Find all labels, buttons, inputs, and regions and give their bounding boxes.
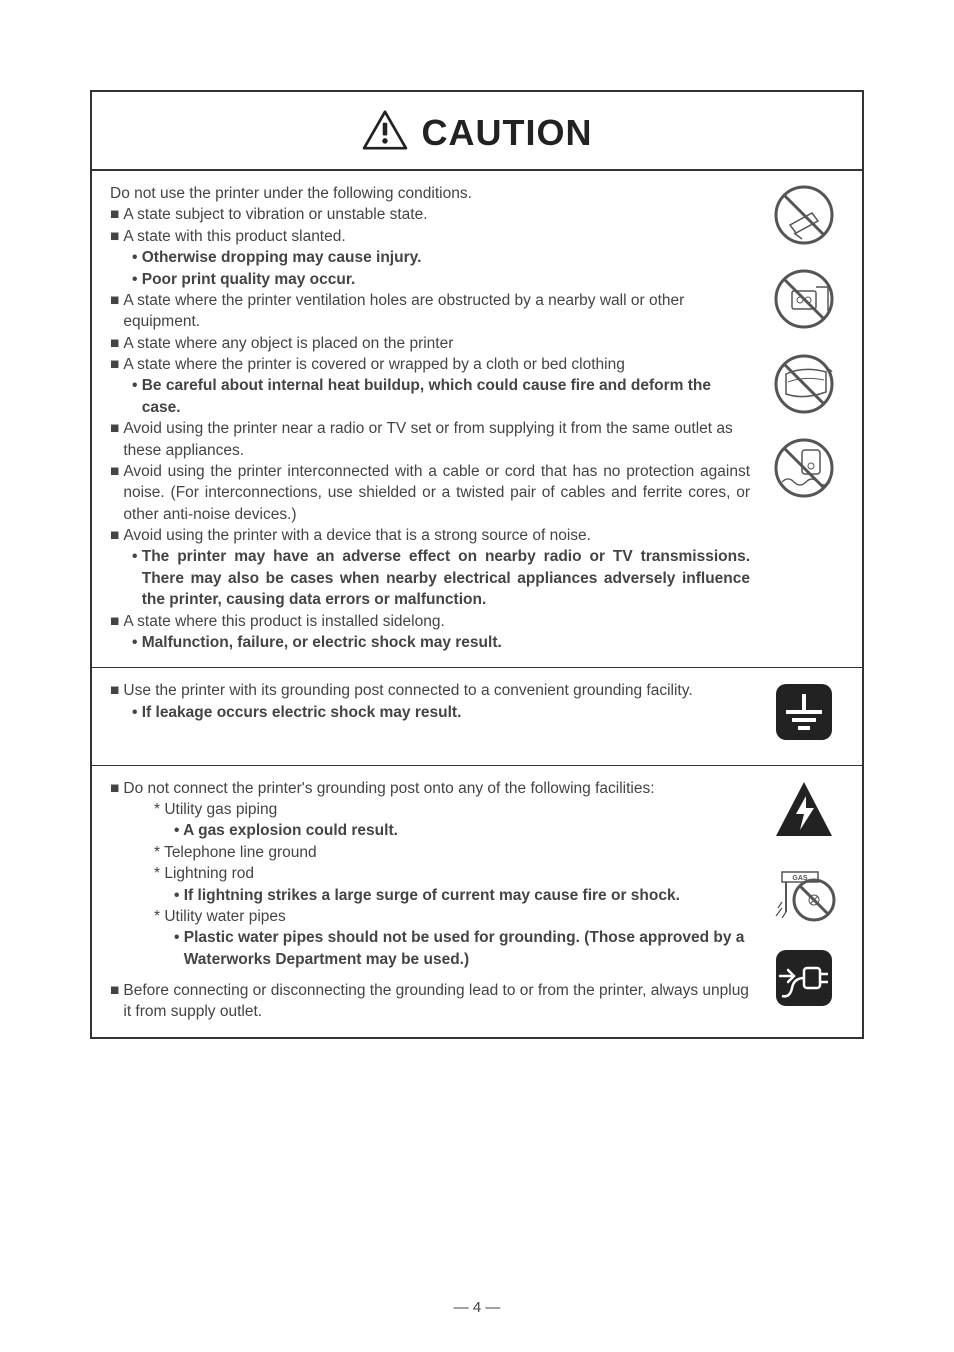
s3-sub: Lightning rod — [164, 865, 254, 882]
unplug-icon — [772, 946, 836, 1016]
section-grounding: ■Use the printer with its grounding post… — [92, 667, 862, 764]
s3-sub: Utility gas piping — [164, 801, 277, 818]
section-ground-prohibit: ■Do not connect the printer's grounding … — [92, 765, 862, 1037]
s1-item: Avoid using the printer with a device th… — [123, 525, 750, 546]
prohibit-slant-icon — [772, 183, 836, 253]
s1-item: Poor print quality may occur. — [142, 271, 356, 288]
caution-header: CAUTION — [92, 92, 862, 171]
s1-item: Malfunction, failure, or electric shock … — [142, 634, 502, 651]
s1-item: The printer may have an adverse effect o… — [142, 546, 750, 610]
s3-lead: Do not connect the printer's grounding p… — [123, 778, 750, 799]
shock-triangle-icon — [772, 778, 836, 848]
s1-item: Otherwise dropping may cause injury. — [142, 249, 422, 266]
s1-item: A state with this product slanted. — [123, 228, 345, 245]
s2-item: Use the printer with its grounding post … — [123, 680, 750, 701]
s1-item: A state where any object is placed on th… — [123, 335, 453, 352]
s1-item: A state where the printer is covered or … — [123, 354, 750, 375]
s1-item: A state where the printer ventilation ho… — [123, 290, 750, 333]
s1-item: Avoid using the printer interconnected w… — [123, 461, 750, 525]
s3-sub: Plastic water pipes should not be used f… — [184, 927, 750, 970]
prohibit-noise-icon — [772, 436, 836, 506]
page-number: — 4 — — [0, 1299, 954, 1316]
s3-sub: Telephone line ground — [164, 844, 317, 861]
s3-sub: If lightning strikes a large surge of cu… — [184, 885, 750, 906]
warning-triangle-icon — [362, 110, 408, 155]
caution-box: CAUTION Do not use the printer under the… — [90, 90, 864, 1039]
s3-sub: A gas explosion could result. — [183, 822, 398, 839]
prohibit-obstruct-icon — [772, 267, 836, 337]
prohibit-cover-icon — [772, 352, 836, 422]
svg-text:GAS: GAS — [792, 875, 808, 882]
s3-sub: Utility water pipes — [164, 908, 285, 925]
s3-tail: Before connecting or disconnecting the g… — [123, 980, 750, 1023]
ground-symbol-icon — [772, 680, 836, 750]
section1-lead: Do not use the printer under the followi… — [110, 183, 750, 204]
s2-item: If leakage occurs electric shock may res… — [142, 704, 462, 721]
s1-item: A state where this product is installed … — [123, 613, 444, 630]
s1-item: Be careful about internal heat buildup, … — [142, 375, 750, 418]
prohibit-gas-icon: GAS — [772, 862, 836, 932]
section-conditions: Do not use the printer under the followi… — [92, 171, 862, 667]
s1-item: A state subject to vibration or unstable… — [123, 206, 427, 223]
s1-item: Avoid using the printer near a radio or … — [123, 418, 750, 461]
caution-title: CAUTION — [422, 112, 593, 154]
